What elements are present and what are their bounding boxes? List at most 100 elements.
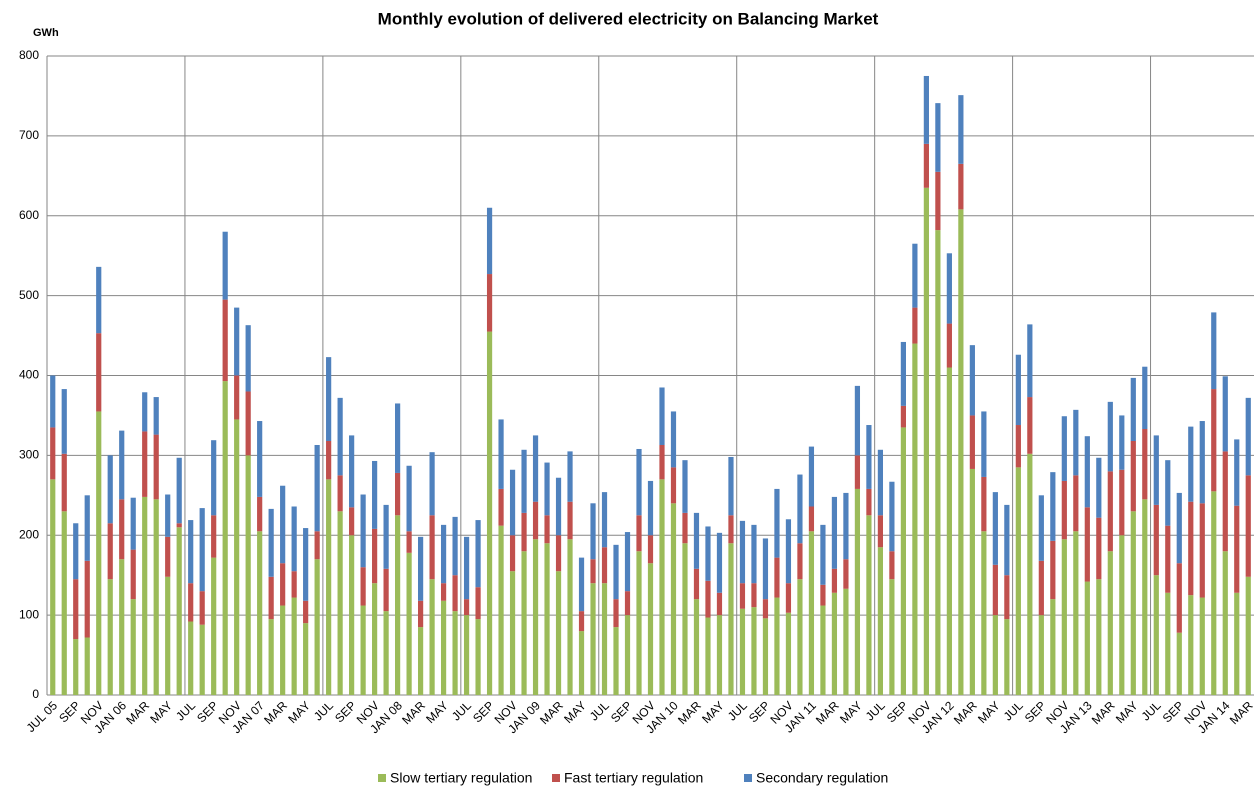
bar-segment <box>636 515 642 552</box>
bar-segment <box>1142 499 1148 695</box>
bar-segment <box>521 449 527 513</box>
x-tick-label: MAR <box>675 698 704 727</box>
bar-segment <box>1073 409 1079 476</box>
bar-segment <box>199 624 205 695</box>
bar-segment <box>751 583 757 608</box>
bar-segment <box>1061 416 1067 481</box>
bar-segment <box>590 559 596 584</box>
bar-segment <box>1130 440 1136 512</box>
bar-segment <box>280 485 286 564</box>
bar-segment <box>682 460 688 513</box>
bar-segment <box>774 597 780 695</box>
bar-segment <box>291 597 297 695</box>
x-tick-label: MAY <box>975 698 1003 726</box>
x-tick-label: SEP <box>470 698 497 725</box>
bar-segment <box>234 419 240 695</box>
bar-segment <box>142 392 148 432</box>
bar-segment <box>716 592 723 616</box>
bar-segment <box>337 511 343 695</box>
chart-title: Monthly evolution of delivered electrici… <box>378 9 879 28</box>
bar-segment <box>509 469 516 536</box>
bar-segment <box>889 481 895 552</box>
bar-segment <box>820 584 826 606</box>
bar-segment <box>119 559 125 695</box>
bar-segment <box>1234 439 1240 506</box>
bar-segment <box>1061 480 1067 540</box>
bar-segment <box>532 539 539 695</box>
bar-segment <box>153 499 159 695</box>
bar-segment <box>176 457 182 524</box>
bar-segment <box>1015 425 1021 468</box>
bar-segment <box>176 523 182 528</box>
bar-segment <box>211 515 217 558</box>
bar-segment <box>624 532 631 592</box>
bar-segment <box>130 599 136 695</box>
bar-segment <box>440 583 447 601</box>
bar-segment <box>498 488 504 526</box>
bar-segment <box>682 543 688 695</box>
bar-segment <box>624 591 631 616</box>
bar-segment <box>222 231 228 300</box>
legend-label: Slow tertiary regulation <box>390 770 532 786</box>
bar-segment <box>107 523 113 580</box>
bar-segment <box>1165 525 1171 593</box>
x-tick-label: JUL <box>1001 698 1026 723</box>
bar-segment <box>601 547 608 584</box>
bar-segment <box>257 531 263 695</box>
bar-segment <box>463 536 470 600</box>
bar-segment <box>475 587 481 620</box>
bar-segment <box>544 515 550 544</box>
bar-segment <box>73 639 79 695</box>
bar-segment <box>486 207 493 275</box>
bar-segment <box>383 504 389 569</box>
bar-segment <box>245 325 251 392</box>
bar-segment <box>866 425 872 489</box>
bar-segment <box>601 583 608 695</box>
bar-segment <box>1222 451 1228 552</box>
x-tick-label: MAR <box>399 698 428 727</box>
bar-segment <box>153 434 159 500</box>
x-tick-label: MAY <box>699 698 727 726</box>
bar-segment <box>268 508 274 577</box>
bar-segment <box>854 488 861 695</box>
bar-segment <box>165 494 171 537</box>
bar-segment <box>981 476 987 532</box>
x-tick-label: MAR <box>261 698 290 727</box>
bar-segment <box>670 467 677 504</box>
bar-segment <box>372 460 378 529</box>
bar-segment <box>1188 501 1194 596</box>
bar-segment <box>440 524 447 584</box>
bar-segment <box>854 455 861 489</box>
y-tick-label: 700 <box>19 128 39 142</box>
bar-segment <box>751 607 757 695</box>
bar-segment <box>1027 324 1033 398</box>
bar-segment <box>613 599 619 628</box>
bar-segment <box>1153 504 1159 576</box>
bar-segment <box>188 520 194 584</box>
bar-segment <box>739 583 746 609</box>
bar-segment <box>946 323 952 368</box>
bar-segment <box>268 576 274 620</box>
bar-segment <box>245 455 251 695</box>
bar-segment <box>303 528 309 601</box>
bar-segment <box>1119 535 1125 695</box>
bar-segment <box>303 600 309 624</box>
bar-segment <box>1211 389 1217 492</box>
bar-segment <box>877 547 884 695</box>
bar-segment <box>61 453 67 512</box>
bar-segment <box>50 479 56 695</box>
bar-segment <box>797 474 803 544</box>
bar-segment <box>728 543 734 695</box>
bar-segment <box>521 512 527 552</box>
bar-segment <box>969 345 975 416</box>
bar-segment <box>176 527 182 695</box>
bar-segment <box>326 357 332 441</box>
bar-segment <box>257 496 263 532</box>
bar-segment <box>417 600 424 628</box>
bar-segment <box>245 391 251 456</box>
bar-segment <box>774 557 780 598</box>
bar-segment <box>84 637 90 695</box>
bar-segment <box>636 448 642 516</box>
y-axis-title: GWh <box>33 27 59 39</box>
